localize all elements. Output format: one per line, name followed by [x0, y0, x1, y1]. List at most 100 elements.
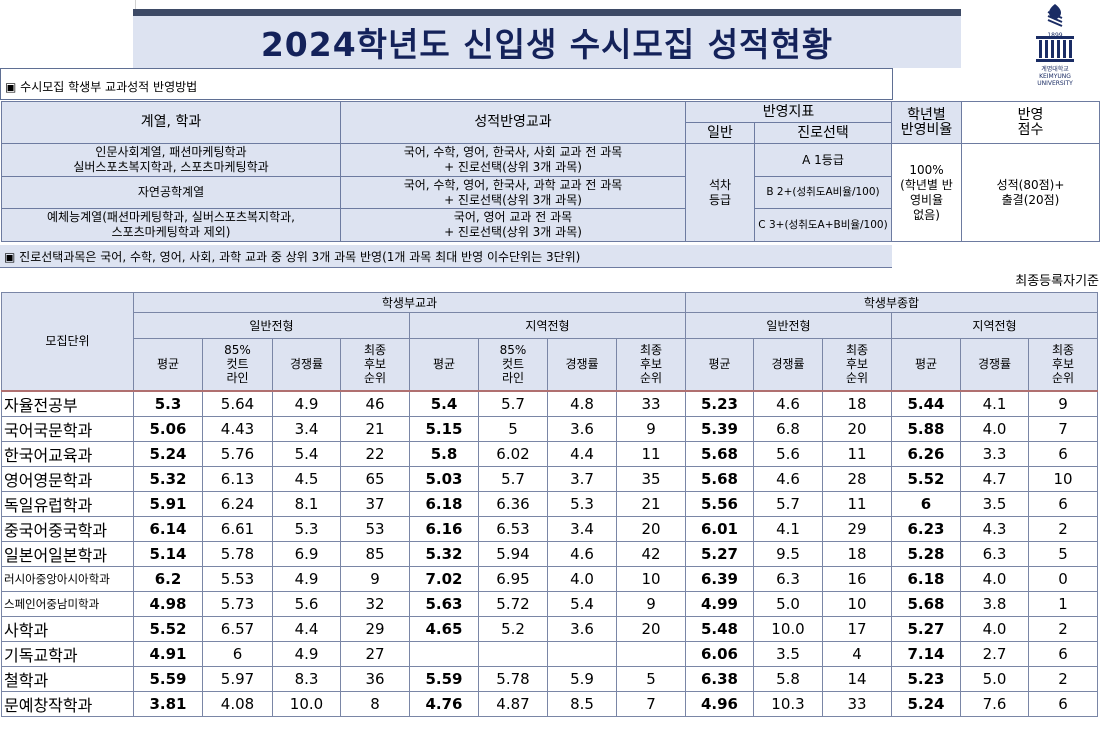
value-cell: 10: [822, 590, 892, 617]
group-header-curriculum: 학생부교과: [133, 292, 686, 313]
value-cell: 4.76: [409, 690, 479, 717]
value-cell: 4.7: [960, 465, 1029, 492]
title-band: [133, 9, 961, 68]
col-rank-header-line: 순위: [1051, 371, 1075, 386]
method-ratio-line: (학년별 반: [900, 177, 953, 192]
value-cell: 5.68: [685, 465, 754, 492]
value-cell: 8: [340, 690, 410, 717]
value-cell: 10.3: [753, 690, 823, 717]
value-cell: 0: [1028, 565, 1098, 592]
col-avg-header-line: 평균: [914, 357, 938, 372]
col-rank-header: 최종 후보 순위: [340, 338, 410, 391]
value-cell: 5.0: [960, 665, 1029, 692]
value-cell: 5.32: [409, 540, 479, 567]
col-comp-header-line: 경쟁률: [977, 357, 1012, 372]
value-cell: 16: [822, 565, 892, 592]
value-cell: 5.8: [753, 665, 823, 692]
value-cell: 5.27: [685, 540, 754, 567]
value-cell: 5.2: [478, 615, 548, 642]
value-cell: 2: [1028, 615, 1098, 642]
value-cell: 6: [1028, 490, 1098, 517]
value-cell: 4.98: [133, 590, 203, 617]
value-cell: 4.99: [685, 590, 754, 617]
logo-year: 1899: [1047, 32, 1063, 39]
value-cell: 85: [340, 540, 410, 567]
table-row: 러시아중앙아시아학과 6.2 5.53 4.9 9 7.02 6.95 4.0 10 6.39 6.…: [1, 565, 1098, 592]
method-header-subjects: 성적반영교과: [340, 101, 686, 144]
value-cell: 42: [616, 540, 686, 567]
value-cell: 4.6: [547, 540, 617, 567]
value-cell: 4.9: [272, 389, 341, 417]
method-section-header: ▣ 수시모집 학생부 교과성적 반영방법: [0, 68, 893, 100]
value-cell: 6: [1028, 690, 1098, 717]
value-cell: 5.27: [891, 615, 961, 642]
method-dept-cell: 예체능계열(패션마케팅학과, 실버스포츠복지학과, 스포츠마케팅학과 제외): [1, 208, 341, 242]
value-cell: 4.5: [272, 465, 341, 492]
col-rank-header-line: 후보: [639, 357, 663, 372]
value-cell: 6.24: [202, 490, 273, 517]
value-cell: 6.2: [133, 565, 203, 592]
value-cell: 6: [1028, 440, 1098, 467]
col-comp-header: 경쟁률: [272, 338, 341, 391]
col-rank-header-line: 순위: [639, 371, 663, 386]
value-cell: 5.94: [478, 540, 548, 567]
value-cell: 3.5: [753, 640, 823, 667]
value-cell: 5.52: [133, 615, 203, 642]
method-career-cell: A 1등급: [754, 143, 892, 177]
value-cell: 3.4: [272, 415, 341, 442]
method-dept-cell: 인문사회계열, 패션마케팅학과 실버스포츠복지학과, 스포츠마케팅학과: [1, 143, 341, 177]
value-cell: 10: [616, 565, 686, 592]
method-score-cell: 성적(80점)+ 출결(20점): [961, 143, 1100, 242]
col-cut-header-line: 85%: [499, 343, 527, 358]
value-cell: 4.1: [753, 515, 823, 542]
method-subject-cell: 국어, 영어 교과 전 과목 + 진로선택(상위 3개 과목): [340, 208, 686, 242]
col-avg-header: 평균: [409, 338, 479, 391]
col-rank-header-line: 순위: [845, 371, 869, 386]
value-cell: 5.64: [202, 389, 273, 417]
value-cell: 3.6: [547, 415, 617, 442]
value-cell: 4.08: [202, 690, 273, 717]
value-cell: 8.1: [272, 490, 341, 517]
value-cell: [409, 640, 479, 667]
value-cell: 36: [340, 665, 410, 692]
method-dept-line: 예체능계열(패션마케팅학과, 실버스포츠복지학과,: [47, 210, 295, 224]
value-cell: 5: [616, 665, 686, 692]
method-subject-line: 국어, 수학, 영어, 한국사, 과학 교과 전 과목: [403, 177, 623, 192]
col-avg-header: 평균: [685, 338, 754, 391]
value-cell: 6: [1028, 640, 1098, 667]
value-cell: 6.01: [685, 515, 754, 542]
value-cell: 6.06: [685, 640, 754, 667]
value-cell: 6.3: [960, 540, 1029, 567]
method-dept-line: 스포츠마케팅학과 제외): [111, 225, 231, 239]
value-cell: 5.24: [133, 440, 203, 467]
results-table: 모집단위 학생부교과 학생부종합 일반전형 지역전형 일반전형 지역전형 평균 8…: [1, 292, 1098, 717]
table-row: 스페인어중남미학과 4.98 5.73 5.6 32 5.63 5.72 5.4 9 4.99 5.…: [1, 590, 1098, 617]
value-cell: 5.91: [133, 490, 203, 517]
value-cell: [478, 640, 548, 667]
logo-name-ko: 계명대학교: [1041, 66, 1069, 73]
method-ratio-line: 영비율: [909, 192, 944, 207]
sub-header-regional: 지역전형: [891, 312, 1098, 339]
method-subject-cell: 국어, 수학, 영어, 한국사, 과학 교과 전 과목 + 진로선택(상위 3개…: [340, 176, 686, 209]
value-cell: 5.7: [478, 389, 548, 417]
value-cell: 6: [202, 640, 273, 667]
value-cell: 5.4: [409, 389, 479, 417]
col-avg-header-line: 평균: [708, 357, 731, 372]
value-cell: 5.44: [891, 389, 961, 417]
value-cell: 6.38: [685, 665, 754, 692]
value-cell: 4.4: [272, 615, 341, 642]
col-rank-header-line: 순위: [363, 371, 387, 386]
value-cell: 7.02: [409, 565, 479, 592]
col-cut-header-line: 컷트: [501, 357, 525, 372]
table-row: 중국어중국학과 6.14 6.61 5.3 53 6.16 6.53 3.4 20 6.01 4.1…: [1, 515, 1098, 542]
basis-label: 최종등록자기준: [1015, 274, 1099, 289]
col-rank-header-line: 후보: [1051, 357, 1075, 372]
value-cell: 8.5: [547, 690, 617, 717]
value-cell: 4.0: [547, 565, 617, 592]
col-comp-header: 경쟁률: [753, 338, 823, 391]
method-dept-line: 자연공학계열: [137, 185, 205, 199]
value-cell: 11: [822, 490, 892, 517]
value-cell: 3.3: [960, 440, 1029, 467]
col-rank-header: 최종 후보 순위: [616, 338, 686, 391]
value-cell: 6.02: [478, 440, 548, 467]
